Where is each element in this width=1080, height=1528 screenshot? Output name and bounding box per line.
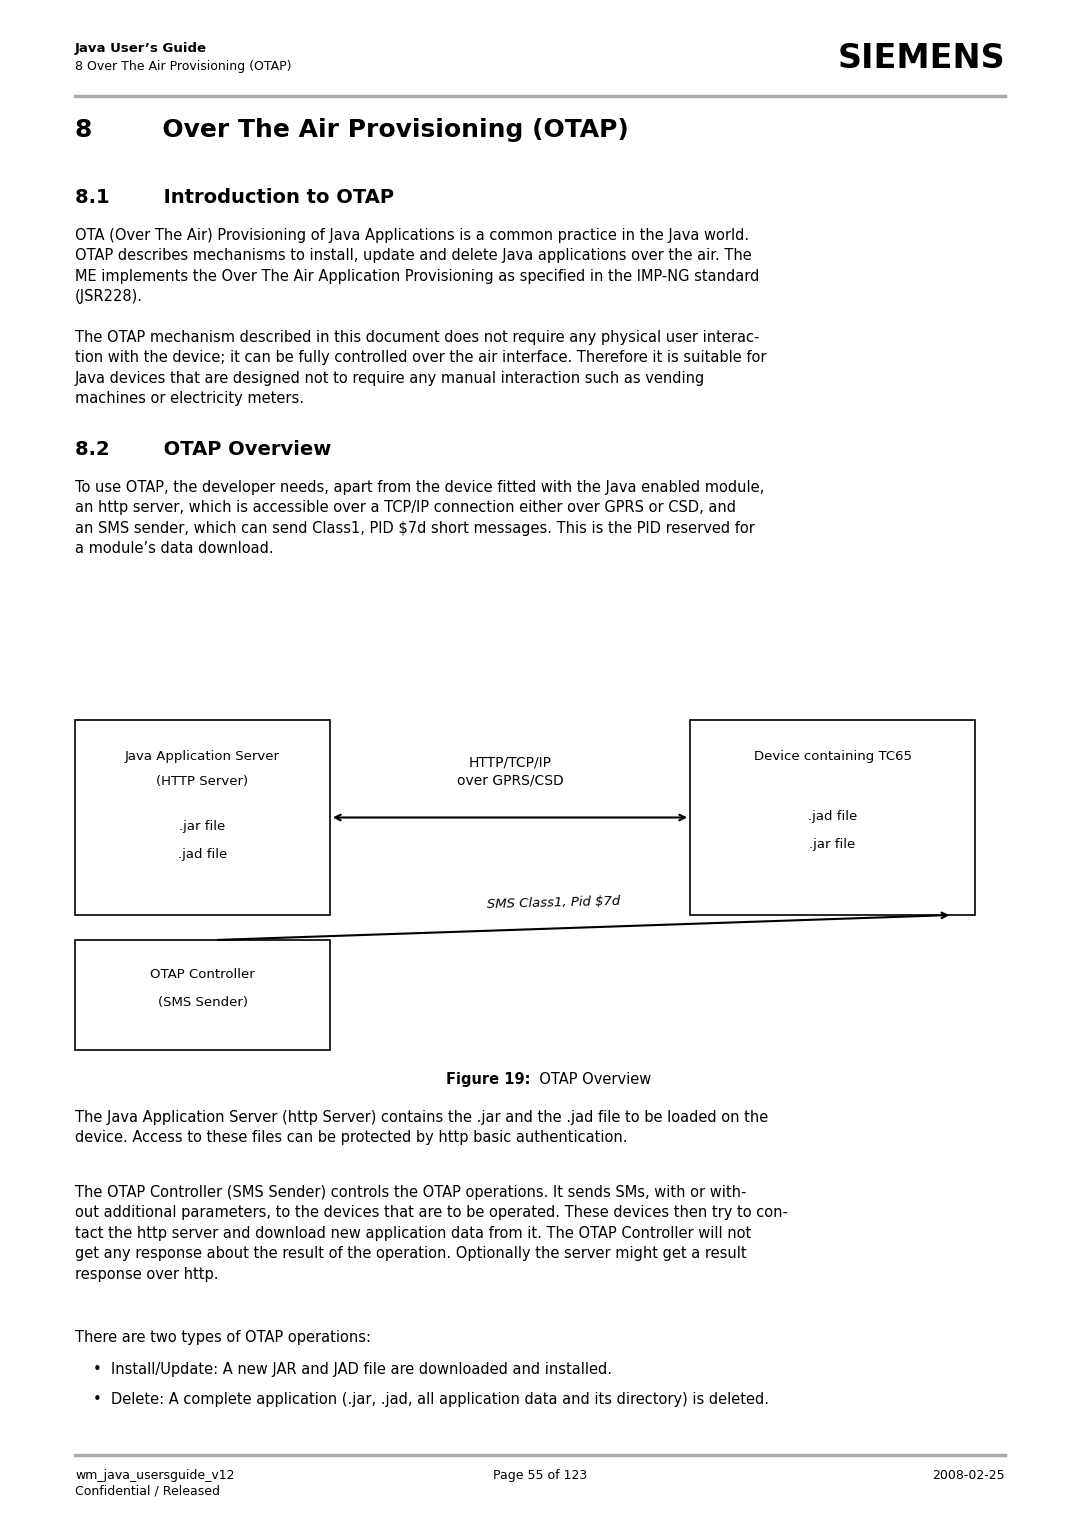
Text: The OTAP Controller (SMS Sender) controls the OTAP operations. It sends SMs, wit: The OTAP Controller (SMS Sender) control… xyxy=(75,1186,788,1282)
Text: HTTP/TCP/IP
over GPRS/CSD: HTTP/TCP/IP over GPRS/CSD xyxy=(457,755,564,787)
Text: •: • xyxy=(93,1361,102,1377)
Text: The Java Application Server (http Server) contains the .jar and the .jad file to: The Java Application Server (http Server… xyxy=(75,1109,768,1146)
Text: (SMS Sender): (SMS Sender) xyxy=(158,996,247,1008)
Bar xyxy=(75,720,330,915)
Text: There are two types of OTAP operations:: There are two types of OTAP operations: xyxy=(75,1329,372,1345)
Text: The OTAP mechanism described in this document does not require any physical user: The OTAP mechanism described in this doc… xyxy=(75,330,767,406)
Text: Figure 19:: Figure 19: xyxy=(446,1073,530,1086)
Text: Page 55 of 123: Page 55 of 123 xyxy=(492,1468,588,1482)
Text: To use OTAP, the developer needs, apart from the device fitted with the Java ena: To use OTAP, the developer needs, apart … xyxy=(75,480,765,556)
Text: OTAP Controller: OTAP Controller xyxy=(150,969,255,981)
Text: .jad file: .jad file xyxy=(178,848,227,860)
Text: SMS Class1, Pid $7d: SMS Class1, Pid $7d xyxy=(487,895,620,911)
Text: 2008-02-25: 2008-02-25 xyxy=(932,1468,1005,1482)
Text: (HTTP Server): (HTTP Server) xyxy=(157,775,248,788)
Text: wm_java_usersguide_v12: wm_java_usersguide_v12 xyxy=(75,1468,234,1482)
Text: 8        Over The Air Provisioning (OTAP): 8 Over The Air Provisioning (OTAP) xyxy=(75,118,629,142)
Text: Device containing TC65: Device containing TC65 xyxy=(754,750,912,762)
Bar xyxy=(75,940,330,1050)
Text: OTA (Over The Air) Provisioning of Java Applications is a common practice in the: OTA (Over The Air) Provisioning of Java … xyxy=(75,228,759,304)
Text: OTAP Overview: OTAP Overview xyxy=(530,1073,651,1086)
Text: Java Application Server: Java Application Server xyxy=(125,750,280,762)
Bar xyxy=(690,720,975,915)
Text: Install/Update: A new JAR and JAD file are downloaded and installed.: Install/Update: A new JAR and JAD file a… xyxy=(111,1361,612,1377)
Text: 8.1        Introduction to OTAP: 8.1 Introduction to OTAP xyxy=(75,188,394,206)
Text: Java User’s Guide: Java User’s Guide xyxy=(75,41,207,55)
Text: Delete: A complete application (.jar, .jad, all application data and its directo: Delete: A complete application (.jar, .j… xyxy=(111,1392,769,1407)
Text: •: • xyxy=(93,1392,102,1407)
Text: SIEMENS: SIEMENS xyxy=(837,41,1005,75)
Text: .jar file: .jar file xyxy=(179,821,226,833)
Text: 8.2        OTAP Overview: 8.2 OTAP Overview xyxy=(75,440,332,458)
Text: .jar file: .jar file xyxy=(809,837,855,851)
Text: 8 Over The Air Provisioning (OTAP): 8 Over The Air Provisioning (OTAP) xyxy=(75,60,292,73)
Text: .jad file: .jad file xyxy=(808,810,858,824)
Text: Confidential / Released: Confidential / Released xyxy=(75,1485,220,1497)
